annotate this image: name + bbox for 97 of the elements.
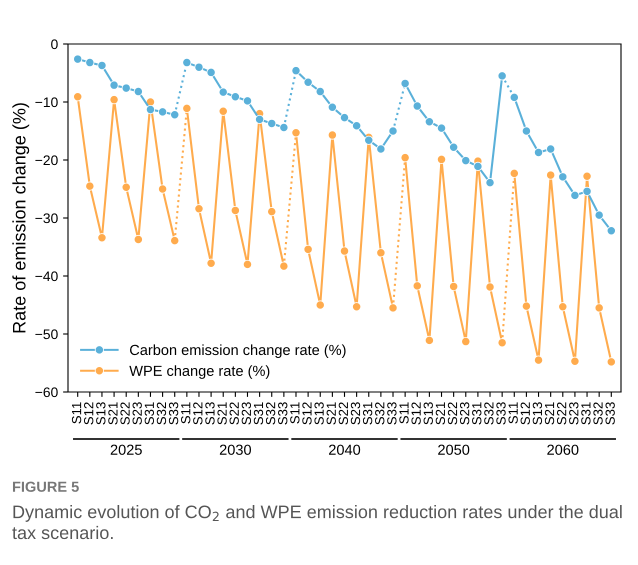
x-tick-label: S31	[581, 402, 591, 425]
point	[510, 168, 519, 178]
x-tick-label: S31	[254, 402, 264, 425]
x-tick-label: S31	[472, 402, 482, 425]
x-tick-label: S11	[290, 402, 300, 424]
point	[73, 54, 82, 64]
x-tick-label: S21	[326, 402, 336, 425]
point	[170, 236, 180, 246]
point	[158, 107, 168, 116]
x-tick-label: S13	[424, 402, 433, 425]
x-tick-label: S12	[193, 402, 203, 425]
text: FIGURE 5	[12, 482, 79, 492]
x-tick-label: S12	[411, 402, 421, 425]
x-tick-label: S33	[605, 402, 615, 425]
x-tick-label: S33	[387, 402, 397, 425]
point	[109, 95, 119, 104]
y-tick-label: −30	[35, 213, 58, 224]
y-tick-label: −60	[35, 387, 58, 398]
point	[594, 210, 604, 220]
point	[522, 126, 531, 136]
x-tick-label: S23	[132, 402, 142, 425]
y-tick-label: 0	[51, 39, 58, 50]
x-tick-label: S22	[338, 402, 348, 425]
point	[558, 302, 568, 312]
point	[594, 303, 604, 312]
point	[510, 92, 519, 102]
point	[570, 356, 580, 366]
x-tick-label: S22	[120, 402, 130, 425]
x-tick-label: S12	[84, 402, 94, 425]
point	[534, 148, 544, 158]
text: 2060	[547, 444, 578, 455]
x-tick-label: S31	[144, 402, 154, 425]
point	[85, 58, 94, 68]
x-tick-label: S13	[532, 402, 542, 425]
point	[109, 80, 119, 90]
x-tick-label: S11	[399, 402, 409, 424]
y-tick-label: −40	[35, 271, 58, 282]
y-tick-label: −10	[35, 97, 58, 108]
point	[158, 184, 168, 194]
text: 2040	[329, 444, 360, 455]
x-tick-label: S23	[242, 402, 252, 425]
x-tick-label: S11	[181, 402, 190, 424]
x-tick-label: S12	[302, 402, 312, 425]
point	[134, 86, 143, 96]
x-tick-label: S33	[278, 402, 288, 425]
point	[582, 172, 592, 181]
point	[546, 170, 556, 180]
x-tick-label: S13	[205, 402, 215, 425]
x-tick-label: S22	[230, 402, 239, 425]
x-tick-label: S11	[508, 402, 518, 424]
x-tick-label: S21	[108, 402, 118, 425]
x-tick-label: S13	[314, 402, 324, 425]
point	[170, 110, 180, 120]
y-tick-label: −50	[35, 329, 58, 340]
point	[606, 357, 616, 366]
text: 2030	[220, 444, 252, 455]
x-tick-label: S31	[362, 402, 372, 425]
x-tick-label: S33	[168, 402, 178, 425]
text: 2050	[438, 444, 470, 455]
point	[582, 186, 592, 196]
x-tick-label: S32	[266, 402, 276, 425]
point	[134, 234, 143, 244]
text: Dynamic evolution of CO$_{2}$ and WPE emission reduction rates under the dual tax scenario.	[12, 505, 622, 540]
point	[570, 190, 580, 200]
point	[522, 302, 531, 311]
x-tick-label: S21	[544, 402, 554, 425]
x-tick-label: S32	[375, 402, 384, 425]
point	[606, 226, 616, 236]
legend-label: WPE change rate (%)	[129, 365, 270, 379]
point	[146, 104, 156, 114]
x-tick-label: S23	[350, 402, 360, 425]
x-tick-label: S32	[593, 402, 603, 425]
point	[546, 144, 556, 154]
point	[122, 182, 131, 192]
point	[97, 60, 107, 70]
point	[97, 233, 107, 242]
x-tick-label: S12	[520, 402, 530, 425]
y-tick-label: −20	[35, 155, 58, 166]
x-tick-label: S22	[448, 402, 458, 425]
y-axis-title: Rate of emission change (%)	[12, 103, 30, 332]
point	[122, 83, 131, 93]
x-tick-label: S13	[96, 402, 106, 425]
x-tick-label: S11	[72, 402, 82, 424]
x-tick-label: S32	[156, 402, 166, 425]
point	[85, 182, 94, 191]
point	[558, 172, 568, 182]
point	[73, 92, 82, 102]
x-tick-label: S33	[496, 402, 506, 425]
text: 2025	[110, 444, 142, 455]
x-tick-label: S21	[217, 402, 227, 425]
x-tick-label: S23	[569, 402, 578, 425]
x-tick-label: S23	[460, 402, 470, 425]
x-tick-label: S21	[436, 402, 446, 425]
x-tick-label: S32	[484, 402, 494, 425]
legend-label: Carbon emission change rate (%)	[130, 344, 346, 358]
point	[534, 356, 544, 365]
x-tick-label: S22	[556, 402, 566, 425]
